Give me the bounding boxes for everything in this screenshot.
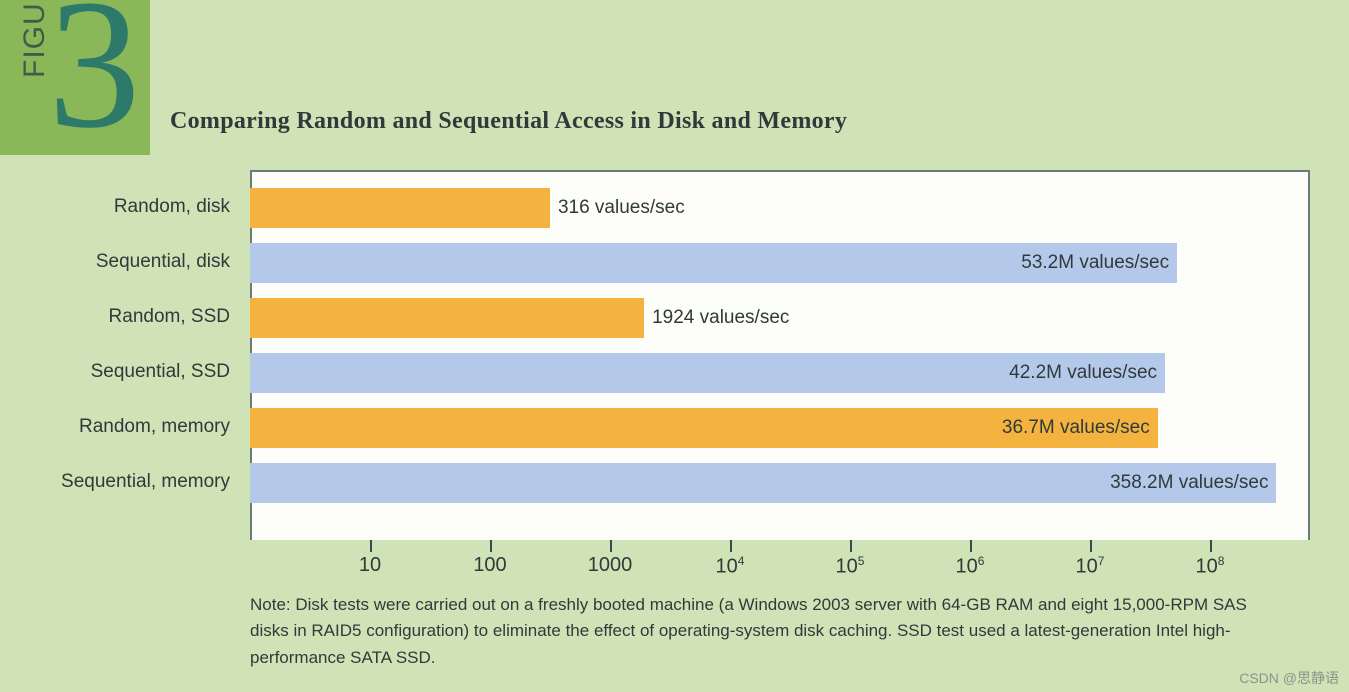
axis-tick bbox=[730, 540, 732, 552]
figure-label: FIGURE 3 bbox=[0, 0, 150, 155]
bar-value-label: 42.2M values/sec bbox=[1009, 362, 1157, 384]
axis-tick bbox=[610, 540, 612, 552]
axis-tick-label: 10 bbox=[359, 554, 381, 577]
axis-tick-label: 108 bbox=[1196, 554, 1225, 579]
bar-value-label: 316 values/sec bbox=[558, 197, 685, 219]
axis-tick-label: 106 bbox=[956, 554, 985, 579]
axis-tick-label: 100 bbox=[473, 554, 506, 577]
bar-category-label: Random, memory bbox=[0, 416, 230, 438]
bar bbox=[250, 298, 644, 338]
figure-word: FIGURE bbox=[18, 0, 52, 78]
axis-tick bbox=[370, 540, 372, 552]
watermark: CSDN @思静语 bbox=[1239, 668, 1339, 688]
bar-value-label: 36.7M values/sec bbox=[1002, 417, 1150, 439]
bar-category-label: Sequential, disk bbox=[0, 251, 230, 273]
axis-tick-label: 105 bbox=[836, 554, 865, 579]
bar-value-label: 1924 values/sec bbox=[652, 307, 789, 329]
axis-tick-label: 1000 bbox=[588, 554, 633, 577]
figure-number: 3 bbox=[48, 0, 141, 155]
axis-tick bbox=[970, 540, 972, 552]
chart-footnote: Note: Disk tests were carried out on a f… bbox=[250, 592, 1250, 671]
axis-tick bbox=[850, 540, 852, 552]
x-axis: 10 100 1000 104 105 106 107 108 bbox=[250, 540, 1310, 580]
axis-tick bbox=[490, 540, 492, 552]
axis-tick-label: 107 bbox=[1076, 554, 1105, 579]
bar-category-label: Sequential, SSD bbox=[0, 361, 230, 383]
bar-category-label: Sequential, memory bbox=[0, 471, 230, 493]
axis-tick bbox=[1090, 540, 1092, 552]
bar-value-label: 358.2M values/sec bbox=[1110, 472, 1268, 494]
bar-category-label: Random, disk bbox=[0, 196, 230, 218]
bar-category-label: Random, SSD bbox=[0, 306, 230, 328]
axis-tick-label: 104 bbox=[716, 554, 745, 579]
chart-title: Comparing Random and Sequential Access i… bbox=[170, 108, 847, 135]
bar bbox=[250, 188, 550, 228]
axis-tick bbox=[1210, 540, 1212, 552]
bar-value-label: 53.2M values/sec bbox=[1021, 252, 1169, 274]
